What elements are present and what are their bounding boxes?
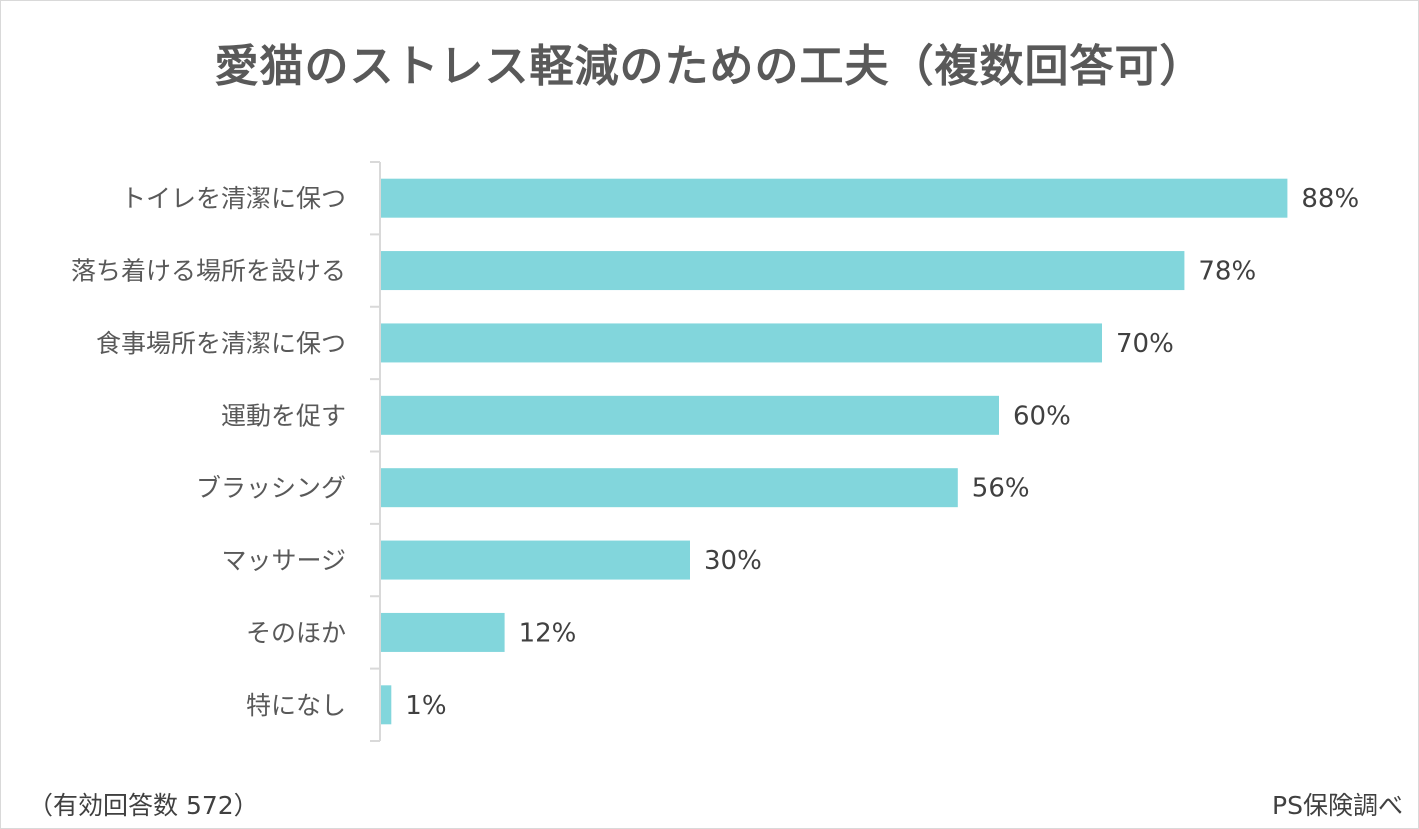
category-label: 落ち着ける場所を設ける	[71, 257, 346, 286]
bar	[381, 612, 505, 652]
chart-title: 愛猫のストレス軽減のための工夫（複数回答可）	[214, 41, 1205, 92]
category-label: そのほか	[246, 618, 346, 647]
sample-size-note: （有効回答数 572）	[28, 791, 259, 820]
value-label: 30%	[704, 546, 762, 576]
value-label: 60%	[1013, 401, 1071, 431]
bar	[381, 685, 392, 725]
value-label: 78%	[1198, 257, 1256, 287]
bar	[381, 540, 690, 580]
value-label: 88%	[1301, 184, 1359, 214]
category-label: マッサージ	[221, 546, 346, 575]
bar	[381, 178, 1288, 218]
bar	[381, 395, 999, 435]
category-label: 運動を促す	[221, 401, 346, 430]
category-label: 特になし	[246, 691, 346, 720]
category-label: トイレを清潔に保つ	[121, 184, 346, 213]
bar	[381, 323, 1102, 363]
bar	[381, 468, 958, 508]
category-label: ブラッシング	[196, 474, 346, 503]
value-label: 70%	[1116, 329, 1174, 359]
bar	[381, 251, 1185, 291]
value-label: 1%	[405, 691, 446, 721]
value-label: 12%	[519, 618, 577, 648]
source-note: PS保険調べ	[1272, 791, 1403, 820]
value-label: 56%	[972, 474, 1030, 504]
category-label: 食事場所を清潔に保つ	[96, 329, 346, 358]
